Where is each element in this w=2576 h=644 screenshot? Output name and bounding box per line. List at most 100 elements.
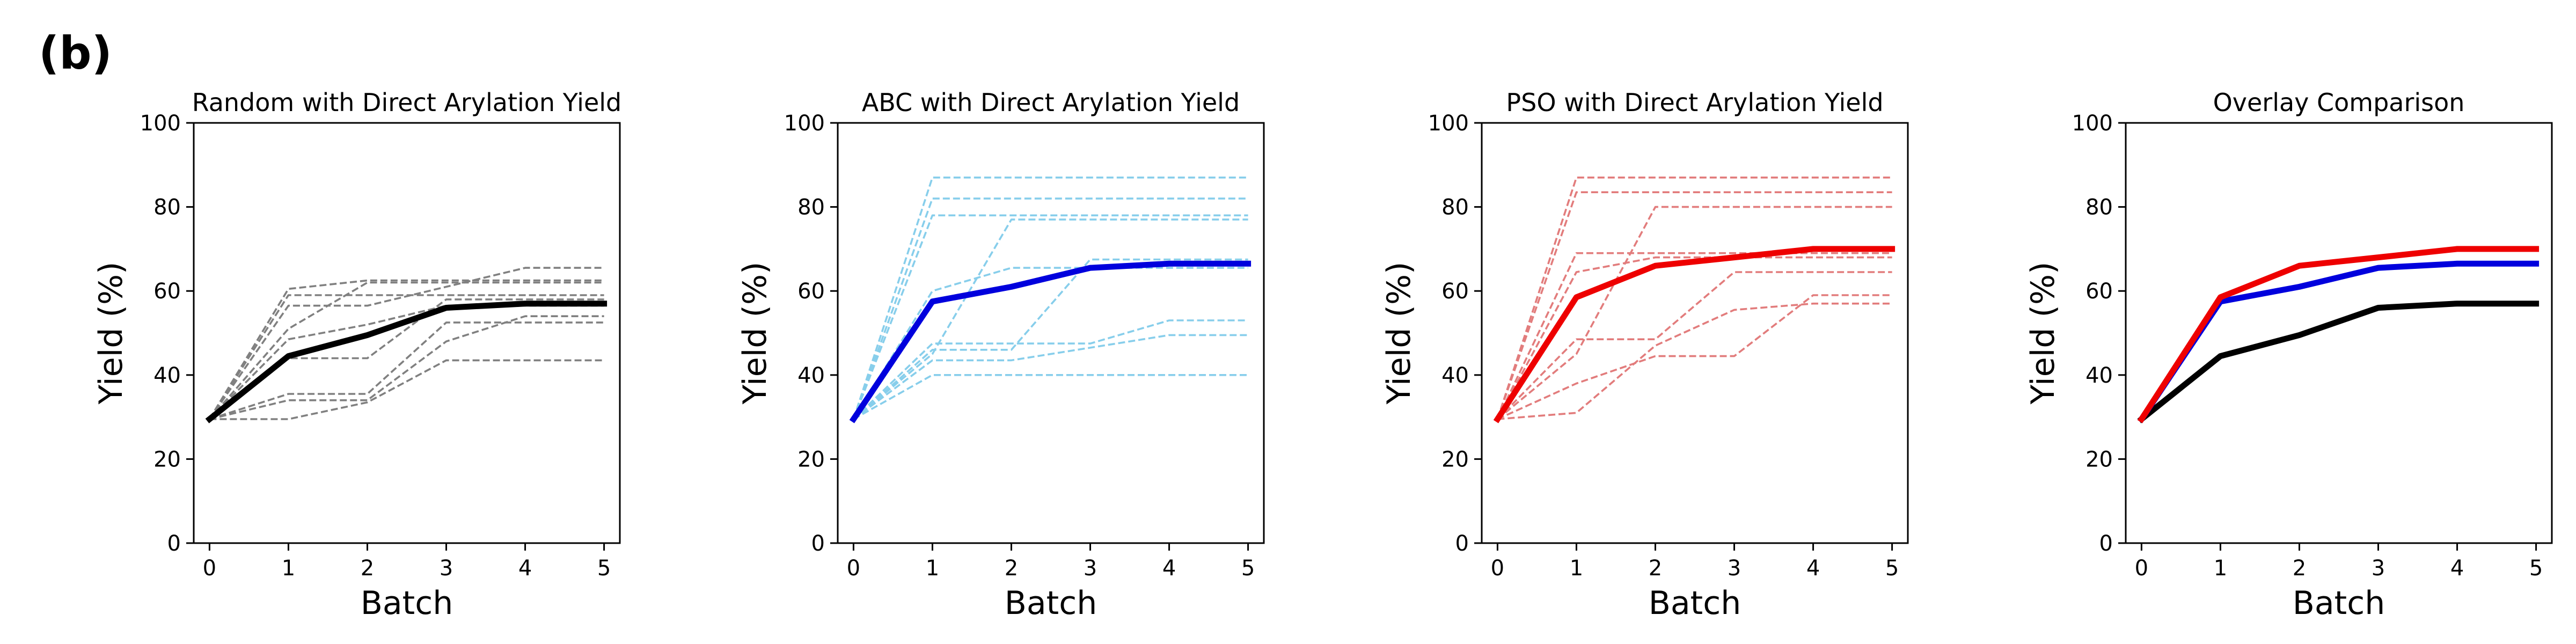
x-tick-label: 2 xyxy=(1005,556,1018,581)
x-tick-label: 4 xyxy=(1162,556,1176,581)
y-tick-label: 40 xyxy=(1441,363,1469,388)
panel-4: Overlay Comparison 0 1 2 3 4 5 0 20 40 60 80 100 Batc… xyxy=(2024,88,2553,622)
x-tick-label: 2 xyxy=(361,556,374,581)
x-tick-label: 1 xyxy=(2214,556,2227,581)
x-tick-label: 2 xyxy=(1649,556,1662,581)
y-tick-label: 100 xyxy=(140,111,181,136)
run-series-line-7 xyxy=(1497,294,1892,420)
run-series-line-1 xyxy=(852,176,1248,420)
y-tick-label: 80 xyxy=(1441,195,1469,220)
plot-frame xyxy=(1481,122,1909,544)
x-tick-label: 3 xyxy=(1728,556,1741,581)
y-tick-label: 60 xyxy=(1441,279,1469,304)
x-tick-label: 4 xyxy=(518,556,532,581)
run-series-line-1 xyxy=(1496,176,1892,420)
y-tick-label: 80 xyxy=(797,195,825,220)
run-series-line-8 xyxy=(1497,302,1892,420)
x-tick-label: 4 xyxy=(1806,556,1820,581)
run-series-line-7 xyxy=(209,321,604,420)
figure-label: (b) xyxy=(39,27,112,79)
y-tick-label: 0 xyxy=(167,531,181,556)
panel-title: PSO with Direct Arylation Yield xyxy=(1506,88,1883,117)
y-tick-label: 20 xyxy=(153,447,181,472)
run-series-line-9 xyxy=(209,359,604,420)
plot-frame xyxy=(2125,122,2553,544)
y-axis-label: Yield (%) xyxy=(2024,262,2062,405)
x-tick-label: 0 xyxy=(1491,556,1504,581)
x-axis-label: Batch xyxy=(2293,584,2385,622)
y-tick-label: 40 xyxy=(797,363,825,388)
run-series-line-3 xyxy=(852,214,1248,420)
run-series-line-6 xyxy=(853,258,1248,420)
mean-series-line-3 xyxy=(2137,246,2540,423)
x-tick-label: 4 xyxy=(2450,556,2464,581)
y-axis-label: Yield (%) xyxy=(1380,262,1418,405)
run-series-line-1 xyxy=(208,279,604,420)
y-tick-label: 20 xyxy=(1441,447,1469,472)
run-series-line-5 xyxy=(209,304,604,420)
x-tick-label: 5 xyxy=(1241,556,1255,581)
run-series-line-4 xyxy=(853,218,1248,420)
x-tick-label: 0 xyxy=(847,556,860,581)
y-tick-label: 40 xyxy=(2085,363,2113,388)
x-tick-label: 1 xyxy=(926,556,939,581)
y-tick-label: 20 xyxy=(2085,447,2113,472)
panel-title: Overlay Comparison xyxy=(2213,88,2465,117)
mean-series-line-9 xyxy=(1493,246,1896,423)
y-axis-label: Yield (%) xyxy=(736,262,774,405)
y-tick-label: 60 xyxy=(797,279,825,304)
x-axis-label: Batch xyxy=(1649,584,1741,622)
x-tick-label: 3 xyxy=(2372,556,2385,581)
panel-1: Random with Direct Arylation Yield 0 1 2 3 4 5… xyxy=(92,88,621,622)
y-tick-label: 100 xyxy=(1428,111,1469,136)
panel-title: Random with Direct Arylation Yield xyxy=(192,88,621,117)
y-tick-label: 100 xyxy=(784,111,825,136)
x-tick-label: 5 xyxy=(597,556,611,581)
x-axis-label: Batch xyxy=(361,584,453,622)
x-tick-label: 3 xyxy=(440,556,453,581)
y-axis-label: Yield (%) xyxy=(92,262,130,405)
run-series-line-2 xyxy=(208,294,604,420)
run-series-line-2 xyxy=(1496,191,1892,420)
y-tick-label: 0 xyxy=(1455,531,1469,556)
panel-3: PSO with Direct Arylation Yield 0 1 2 3 4 5 0 20… xyxy=(1380,88,1909,622)
y-tick-label: 40 xyxy=(153,363,181,388)
run-series-line-2 xyxy=(852,197,1248,420)
mean-series-line-10 xyxy=(849,260,1252,423)
run-series-line-6 xyxy=(1497,271,1892,420)
plot-frame xyxy=(193,122,621,544)
y-tick-label: 60 xyxy=(153,279,181,304)
y-tick-label: 80 xyxy=(2085,195,2113,220)
mean-series-line-2 xyxy=(2137,260,2540,423)
x-tick-label: 5 xyxy=(2529,556,2543,581)
y-tick-label: 80 xyxy=(153,195,181,220)
x-tick-label: 0 xyxy=(203,556,216,581)
panel-2: ABC with Direct Arylation Yield 0 1 2 3 4 5 0 20… xyxy=(736,88,1265,622)
y-tick-label: 0 xyxy=(811,531,825,556)
run-series-line-3 xyxy=(208,267,604,420)
x-tick-label: 5 xyxy=(1885,556,1899,581)
run-series-line-8 xyxy=(853,334,1248,420)
x-tick-label: 3 xyxy=(1084,556,1097,581)
y-tick-label: 0 xyxy=(2099,531,2113,556)
run-series-line-7 xyxy=(853,319,1248,420)
x-tick-label: 1 xyxy=(282,556,295,581)
mean-series-line-1 xyxy=(2137,301,2540,423)
run-series-line-4 xyxy=(209,281,604,420)
x-tick-label: 1 xyxy=(1570,556,1583,581)
x-axis-label: Batch xyxy=(1005,584,1097,622)
plot-frame xyxy=(837,122,1265,544)
x-tick-label: 2 xyxy=(2293,556,2306,581)
run-series-line-8 xyxy=(209,315,604,420)
y-tick-label: 60 xyxy=(2085,279,2113,304)
panel-title: ABC with Direct Arylation Yield xyxy=(862,88,1240,117)
run-series-line-5 xyxy=(852,267,1248,420)
run-series-line-5 xyxy=(1496,256,1892,420)
y-tick-label: 100 xyxy=(2072,111,2113,136)
run-series-line-3 xyxy=(1497,206,1892,420)
mean-series-line-10 xyxy=(205,301,608,423)
x-tick-label: 0 xyxy=(2135,556,2148,581)
y-tick-label: 20 xyxy=(797,447,825,472)
run-series-line-4 xyxy=(1496,252,1892,420)
